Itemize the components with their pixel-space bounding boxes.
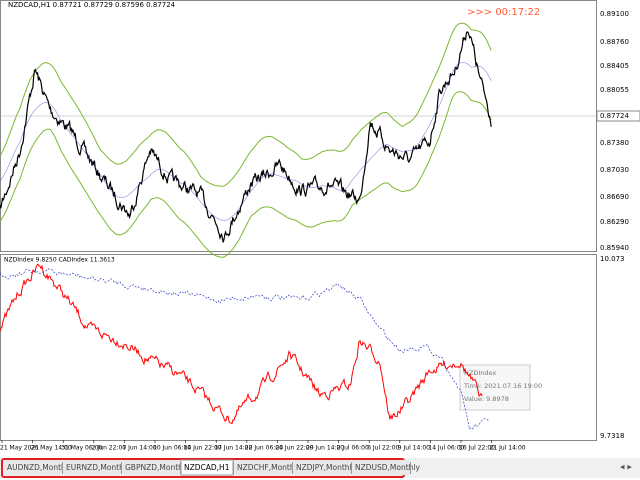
time-axis-label: 2 Jul 06:00: [337, 445, 369, 452]
band-lower: [0, 91, 492, 258]
cad-index-line: [0, 268, 490, 430]
indicator-label: NZDIndex 9.8250 CADIndex 11.3613: [4, 257, 115, 264]
current-price-label: 0.87724: [600, 112, 629, 120]
tooltip-line: NZDIndex: [464, 369, 496, 377]
time-axis-label: 10 Jun 06:00: [153, 445, 191, 452]
price-scale-label: 0.87030: [600, 166, 629, 174]
price-scale-label: 0.87380: [600, 139, 629, 147]
tooltip-line: Value: 9.8978: [464, 395, 509, 403]
price-candles: [0, 31, 492, 243]
tab[interactable]: [4, 460, 62, 475]
nzd-index-line: [0, 263, 483, 425]
tab-label[interactable]: NZDCHF,Monthly: [237, 463, 302, 472]
price-scale-label: 0.85940: [600, 244, 629, 252]
band-upper: [0, 22, 492, 187]
tab[interactable]: [122, 460, 180, 475]
time-axis-label: 21 May 2021: [0, 445, 39, 452]
time-axis-label: 9 Jul 14:00: [398, 445, 430, 452]
time-axis-label: 2 Jun 22:00: [92, 445, 126, 452]
time-axis-label: 17 Jun 14:00: [214, 445, 252, 452]
time-axis-label: 22 Jun 06:00: [245, 445, 283, 452]
time-axis-label: 16 Jul 22:00: [459, 445, 495, 452]
time-axis-label: 31 May 06:00: [61, 445, 102, 452]
time-axis-label: 24 Jun 22:00: [275, 445, 313, 452]
current-price-tag: [596, 110, 640, 122]
indicator-scale-label: 10.073: [600, 255, 625, 263]
time-axis-label: 14 Jul 06:00: [428, 445, 464, 452]
indicator-pane: [0, 254, 597, 441]
price-scale-label: 0.89100: [600, 10, 629, 18]
tab[interactable]: [352, 460, 410, 475]
tab-label[interactable]: NZDUSD,Monthly: [355, 463, 421, 472]
time-axis-label: 29 Jun 14:00: [306, 445, 344, 452]
tab-label[interactable]: NZDJPY,Monthly: [296, 463, 357, 472]
main-pane: [0, 0, 597, 252]
tooltip-line: Time: 2021.07.16 19:00: [463, 382, 542, 390]
tab[interactable]: [234, 460, 292, 475]
tooltip: NZDIndex Time: 2021.07.16 19:00 Value: 9.8…: [459, 364, 542, 411]
indicator-scale-label: 9.7318: [600, 432, 625, 440]
price-scale-label: 0.86290: [600, 218, 629, 226]
tab-label[interactable]: GBPNZD,Monthly: [125, 463, 190, 472]
bar-timer: >>> 00:17:22: [467, 7, 540, 18]
tab-label[interactable]: AUDNZD,Monthly: [7, 463, 73, 472]
tab[interactable]: [293, 460, 351, 475]
tab-scroll[interactable]: ◂ ▸: [620, 463, 632, 473]
time-axis-label: 7 Jun 14:00: [122, 445, 156, 452]
price-scale-label: 0.86690: [600, 193, 629, 201]
price-scale-label: 0.88055: [600, 86, 629, 94]
time-axis-label: 6 Jul 22:00: [367, 445, 399, 452]
price-scale-label: 0.88405: [600, 62, 629, 70]
price-scale-label: 0.88760: [600, 38, 629, 46]
chart-header: NZDCAD,H1 0.87721 0.87729 0.87596 0.8772…: [8, 1, 176, 9]
tab-label[interactable]: EURNZD,Monthly: [66, 463, 131, 472]
tab[interactable]: [63, 460, 121, 475]
time-axis-label: 14 Jun 22:00: [184, 445, 222, 452]
tab-label[interactable]: NZDCAD,H1: [184, 463, 230, 472]
moving-average: [0, 62, 492, 222]
time-axis-label: 21 Jul 14:00: [490, 445, 526, 452]
time-axis-label: 26 May 14:00: [31, 445, 72, 452]
tooltip-box: [459, 364, 531, 411]
